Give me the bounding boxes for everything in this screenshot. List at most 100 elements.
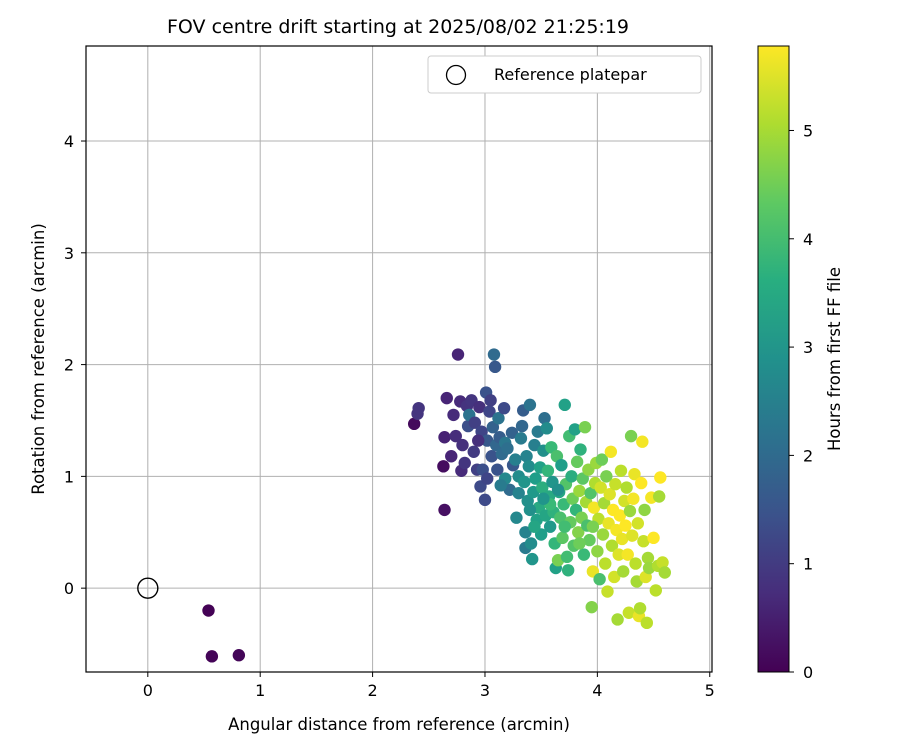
data-point xyxy=(649,584,663,597)
data-point xyxy=(456,438,469,452)
data-point xyxy=(617,565,630,578)
data-point xyxy=(605,539,619,552)
data-point xyxy=(536,481,549,494)
colorbar-tick-label: 5 xyxy=(803,121,813,140)
x-tick-label: 2 xyxy=(367,681,377,700)
colorbar-tick-label: 0 xyxy=(803,663,813,682)
data-point xyxy=(595,453,609,466)
colorbar-tick-label: 4 xyxy=(803,230,813,249)
data-point xyxy=(593,573,606,586)
x-tick-label: 4 xyxy=(592,681,602,700)
data-point xyxy=(555,458,568,472)
data-point xyxy=(497,401,511,415)
data-point xyxy=(202,604,215,617)
data-point xyxy=(584,486,597,500)
data-point xyxy=(631,517,645,530)
data-point xyxy=(583,533,596,547)
data-point xyxy=(543,520,557,533)
x-tick-label: 5 xyxy=(705,681,715,700)
data-point xyxy=(484,394,497,407)
data-point xyxy=(624,429,638,443)
data-point xyxy=(615,532,629,546)
legend-box xyxy=(427,55,702,94)
data-point xyxy=(447,408,460,422)
data-point xyxy=(572,526,585,539)
grid-lines xyxy=(86,46,712,672)
colorbar-tick-label: 2 xyxy=(803,446,813,465)
data-point xyxy=(577,548,591,561)
data-point xyxy=(629,557,642,570)
data-point xyxy=(522,460,536,473)
data-point xyxy=(488,360,502,374)
data-point xyxy=(608,570,621,584)
data-point xyxy=(641,551,655,565)
x-tick-label: 3 xyxy=(480,681,490,700)
colorbar-label: Hours from first FF file xyxy=(825,267,844,451)
data-point xyxy=(483,405,496,418)
data-point xyxy=(205,650,219,663)
data-point xyxy=(613,509,627,522)
data-point xyxy=(585,600,598,614)
data-point xyxy=(576,472,589,485)
data-point xyxy=(633,602,647,615)
data-point xyxy=(614,464,628,477)
data-point xyxy=(565,470,578,483)
data-point xyxy=(634,476,648,490)
data-point xyxy=(468,416,482,429)
data-point xyxy=(597,497,611,510)
data-point xyxy=(609,478,622,491)
data-point xyxy=(492,412,505,425)
data-point xyxy=(525,552,539,566)
data-point xyxy=(529,472,542,485)
data-point xyxy=(626,529,639,542)
data-point xyxy=(505,426,519,439)
reference-marker-layer xyxy=(137,577,159,599)
data-point xyxy=(561,564,575,577)
data-point xyxy=(412,401,425,415)
x-axis-label: Angular distance from reference (arcmin) xyxy=(228,715,570,734)
colorbar-tick-label: 1 xyxy=(803,555,813,574)
data-point xyxy=(407,417,421,431)
data-point xyxy=(524,537,538,550)
x-axis-ticks: 0 1 2 3 4 5 xyxy=(143,672,715,700)
legend-marker xyxy=(445,64,467,86)
data-point xyxy=(573,537,586,550)
data-point xyxy=(458,456,471,470)
data-point xyxy=(510,511,523,524)
data-point xyxy=(557,498,570,511)
plot-frame xyxy=(85,45,713,673)
data-point xyxy=(656,556,669,569)
data-point xyxy=(541,464,555,477)
colorbar-ticks: 0 1 2 3 4 5 xyxy=(789,121,813,682)
data-point xyxy=(528,520,541,533)
data-point xyxy=(568,423,582,436)
data-point xyxy=(628,467,641,481)
data-point xyxy=(437,460,450,473)
data-point xyxy=(451,348,465,361)
data-point xyxy=(652,490,666,503)
data-point xyxy=(519,526,532,539)
y-tick-label: 0 xyxy=(64,579,74,598)
y-tick-label: 4 xyxy=(64,132,74,151)
data-point xyxy=(538,412,551,425)
data-point xyxy=(486,420,500,434)
y-axis-ticks: 0 1 2 3 4 xyxy=(64,132,86,598)
y-tick-label: 1 xyxy=(64,467,74,486)
y-tick-label: 2 xyxy=(64,356,74,375)
data-point xyxy=(636,435,649,448)
data-point xyxy=(501,442,514,455)
data-point xyxy=(523,503,537,517)
data-point xyxy=(622,606,636,619)
data-point xyxy=(604,445,618,458)
y-axis-label: Rotation from reference (arcmin) xyxy=(29,223,48,495)
data-points xyxy=(202,348,671,663)
data-point xyxy=(573,484,586,498)
data-point xyxy=(600,470,613,483)
data-point xyxy=(611,613,624,626)
colorbar-tick-label: 3 xyxy=(803,338,813,357)
data-point xyxy=(520,450,533,463)
data-point xyxy=(537,492,550,505)
data-point xyxy=(487,348,501,361)
data-point xyxy=(509,453,522,466)
colorbar: 0 1 2 3 4 5 Hours from first FF file xyxy=(757,45,844,682)
